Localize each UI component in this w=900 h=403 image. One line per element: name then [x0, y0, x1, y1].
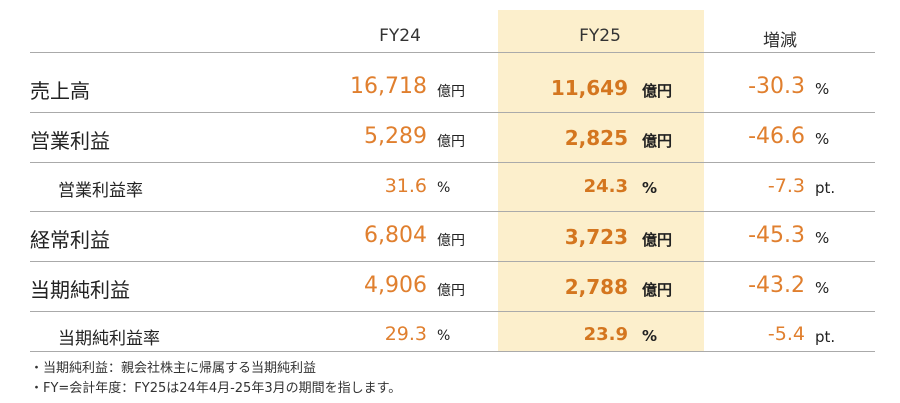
- fy24-value: 29.3: [384, 323, 427, 345]
- fy24-unit: %: [437, 328, 451, 344]
- table-row: 売上高 16,718 億円 11,649 億円 -30.3 %: [0, 62, 900, 112]
- fy25-value: 3,723: [564, 225, 628, 249]
- change-value: -30.3: [748, 74, 805, 99]
- change-unit: %: [815, 130, 830, 148]
- fy25-value: 24.3: [583, 176, 628, 197]
- fy24-unit: %: [437, 180, 451, 196]
- header-fy24: FY24: [379, 26, 421, 46]
- header-change: 増減: [763, 31, 797, 51]
- table-row: 経常利益 6,804 億円 3,723 億円 -45.3 %: [0, 211, 900, 261]
- table-row: 当期純利益 4,906 億円 2,788 億円 -43.2 %: [0, 261, 900, 311]
- fy25-unit: 億円: [642, 82, 673, 100]
- divider: [30, 261, 875, 262]
- table-row: 営業利益率 31.6 % 24.3 % -7.3 pt.: [0, 162, 900, 212]
- fy24-value: 16,718: [350, 74, 427, 99]
- fy25-column-highlight: [498, 10, 704, 351]
- fy25-unit: %: [642, 179, 658, 197]
- fy25-unit: %: [642, 327, 658, 345]
- row-label: 営業利益: [30, 129, 110, 153]
- divider: [30, 211, 875, 212]
- change-value: -45.3: [748, 223, 805, 248]
- divider: [30, 112, 875, 113]
- row-label: 経常利益: [30, 228, 110, 252]
- change-value: -5.4: [767, 323, 805, 345]
- fy25-value: 11,649: [550, 76, 628, 100]
- change-unit: %: [815, 229, 830, 247]
- fy25-value: 2,825: [564, 126, 628, 150]
- fy25-unit: 億円: [642, 281, 673, 299]
- fy24-value: 5,289: [364, 124, 427, 149]
- fy25-unit: 億円: [642, 231, 673, 249]
- divider: [30, 311, 875, 312]
- fy24-unit: 億円: [437, 84, 465, 100]
- footnote: ・当期純利益：親会社株主に帰属する当期純利益: [30, 361, 317, 376]
- change-value: -7.3: [767, 175, 805, 197]
- divider: [30, 351, 875, 352]
- row-label: 当期純利益: [30, 278, 130, 302]
- change-unit: pt.: [815, 328, 836, 346]
- change-unit: pt.: [815, 179, 836, 197]
- fy25-value: 2,788: [564, 275, 628, 299]
- footnote: ・FY=会計年度：FY25は24年4月-25年3月の期間を指します。: [30, 381, 402, 396]
- row-label: 当期純利益率: [58, 329, 160, 349]
- fy24-unit: 億円: [437, 283, 465, 299]
- fy24-value: 31.6: [384, 175, 427, 197]
- row-label: 売上高: [30, 79, 90, 103]
- change-value: -46.6: [748, 124, 805, 149]
- change-unit: %: [815, 279, 830, 297]
- fy24-unit: 億円: [437, 134, 465, 150]
- fy25-value: 23.9: [583, 324, 628, 345]
- row-label: 営業利益率: [58, 181, 143, 201]
- table-row: 営業利益 5,289 億円 2,825 億円 -46.6 %: [0, 112, 900, 162]
- change-value: -43.2: [748, 273, 805, 298]
- header-fy25: FY25: [579, 26, 621, 46]
- fy24-value: 4,906: [364, 273, 427, 298]
- table-row: 当期純利益率 29.3 % 23.9 % -5.4 pt.: [0, 311, 900, 361]
- fy25-unit: 億円: [642, 132, 673, 150]
- divider: [30, 52, 875, 53]
- change-unit: %: [815, 80, 830, 98]
- divider: [30, 162, 875, 163]
- fy24-unit: 億円: [437, 233, 465, 249]
- fy24-value: 6,804: [364, 223, 427, 248]
